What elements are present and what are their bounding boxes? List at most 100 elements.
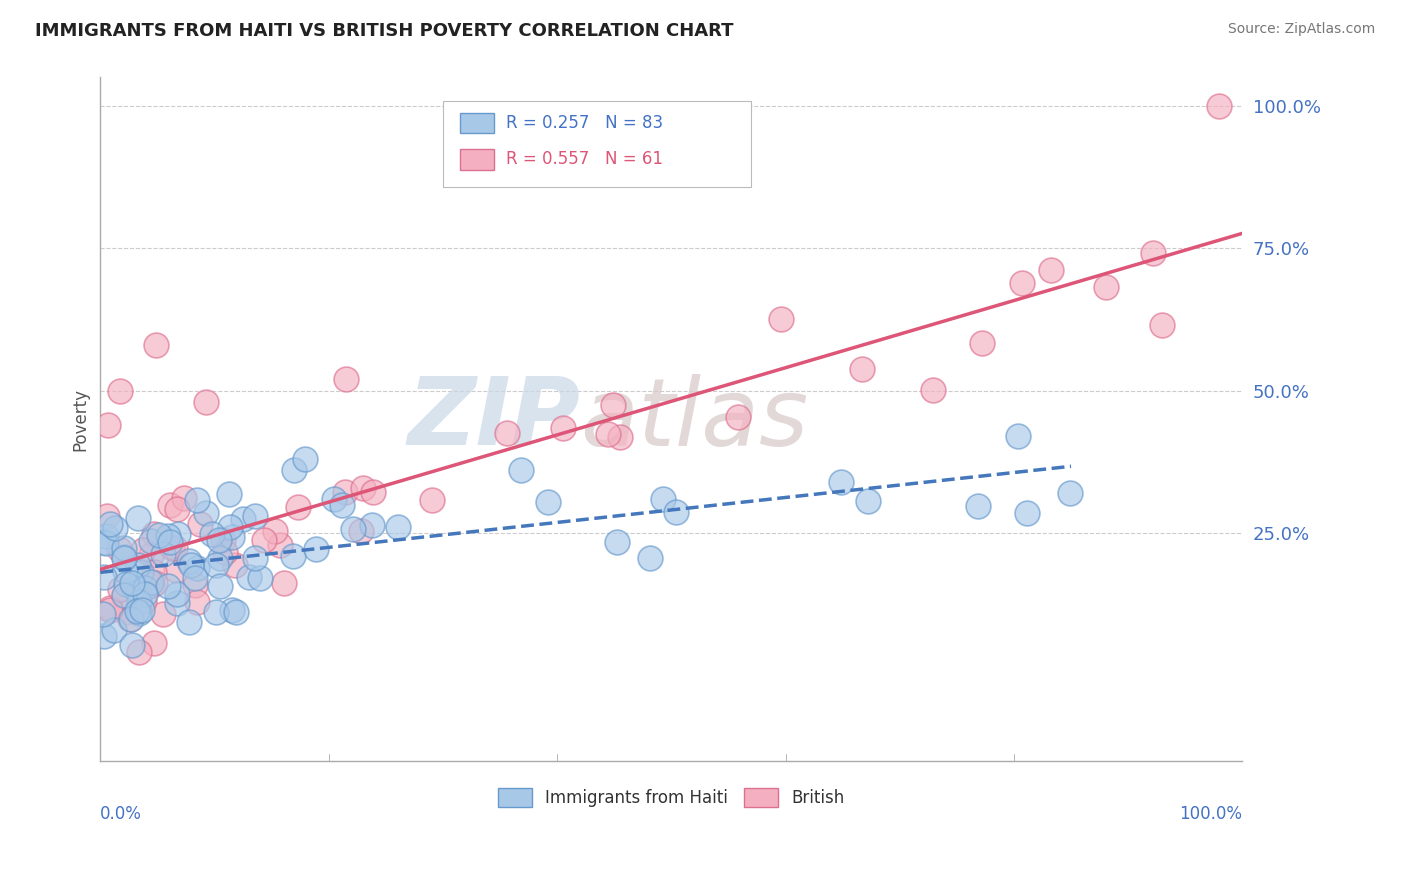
- Point: [166, 596, 188, 610]
- Point: [156, 579, 179, 593]
- Point: [162, 541, 184, 555]
- Point: [609, 430, 631, 444]
- Point: [273, 575, 295, 590]
- Point: [186, 493, 208, 508]
- Point: [165, 563, 187, 577]
- Point: [361, 484, 384, 499]
- Point: [134, 594, 156, 608]
- Point: [128, 595, 150, 609]
- Point: [108, 384, 131, 398]
- Point: [665, 505, 688, 519]
- Point: [205, 605, 228, 619]
- Point: [184, 577, 207, 591]
- Point: [496, 425, 519, 440]
- Point: [208, 579, 231, 593]
- Point: [1094, 280, 1116, 294]
- Point: [139, 534, 162, 549]
- Point: [510, 463, 533, 477]
- Point: [139, 574, 162, 589]
- Point: [269, 538, 291, 552]
- Point: [342, 522, 364, 536]
- Point: [283, 463, 305, 477]
- Point: [638, 551, 661, 566]
- Point: [93, 570, 115, 584]
- Point: [156, 529, 179, 543]
- Point: [281, 549, 304, 563]
- Point: [335, 484, 357, 499]
- Point: [93, 629, 115, 643]
- Point: [195, 507, 218, 521]
- Point: [264, 524, 287, 538]
- Point: [134, 587, 156, 601]
- Point: [145, 338, 167, 352]
- Point: [114, 577, 136, 591]
- Point: [218, 487, 240, 501]
- Point: [127, 585, 149, 599]
- Y-axis label: Poverty: Poverty: [72, 388, 89, 450]
- Point: [166, 502, 188, 516]
- Point: [422, 492, 444, 507]
- Point: [173, 491, 195, 505]
- Point: [212, 533, 235, 547]
- Point: [159, 498, 181, 512]
- Point: [652, 491, 675, 506]
- Point: [93, 534, 115, 549]
- Point: [208, 533, 231, 547]
- Legend: Immigrants from Haiti, British: Immigrants from Haiti, British: [492, 781, 851, 814]
- Point: [180, 558, 202, 572]
- Text: R = 0.557   N = 61: R = 0.557 N = 61: [506, 151, 662, 169]
- Point: [770, 312, 793, 326]
- Point: [166, 587, 188, 601]
- Point: [245, 508, 267, 523]
- Point: [128, 607, 150, 621]
- Text: ZIP: ZIP: [408, 373, 579, 465]
- Point: [335, 372, 357, 386]
- Point: [830, 475, 852, 489]
- Point: [114, 605, 136, 619]
- Point: [100, 600, 122, 615]
- Point: [179, 615, 201, 629]
- Point: [118, 612, 141, 626]
- Point: [141, 578, 163, 592]
- Point: [96, 529, 118, 543]
- Point: [323, 491, 346, 506]
- Point: [219, 520, 242, 534]
- Point: [209, 550, 232, 565]
- Point: [361, 517, 384, 532]
- Point: [98, 603, 121, 617]
- Point: [143, 575, 166, 590]
- Point: [1007, 429, 1029, 443]
- Point: [305, 542, 328, 557]
- Point: [1015, 506, 1038, 520]
- Point: [152, 547, 174, 561]
- Point: [112, 589, 135, 603]
- Point: [97, 417, 120, 432]
- Point: [1152, 318, 1174, 332]
- Point: [94, 536, 117, 550]
- Point: [112, 551, 135, 566]
- Point: [253, 533, 276, 547]
- Point: [112, 589, 135, 603]
- Point: [143, 527, 166, 541]
- Point: [249, 571, 271, 585]
- Point: [602, 398, 624, 412]
- Point: [537, 495, 560, 509]
- Text: atlas: atlas: [579, 374, 808, 465]
- Point: [139, 548, 162, 562]
- Point: [201, 527, 224, 541]
- Point: [128, 645, 150, 659]
- Point: [104, 521, 127, 535]
- Bar: [460, 113, 495, 134]
- Point: [177, 554, 200, 568]
- Point: [224, 558, 246, 573]
- Point: [167, 526, 190, 541]
- Point: [1040, 263, 1063, 277]
- Point: [127, 511, 149, 525]
- Point: [108, 582, 131, 597]
- Bar: [460, 149, 495, 169]
- Point: [922, 384, 945, 398]
- Point: [232, 512, 254, 526]
- Text: 100.0%: 100.0%: [1180, 805, 1243, 823]
- Point: [851, 362, 873, 376]
- Point: [330, 498, 353, 512]
